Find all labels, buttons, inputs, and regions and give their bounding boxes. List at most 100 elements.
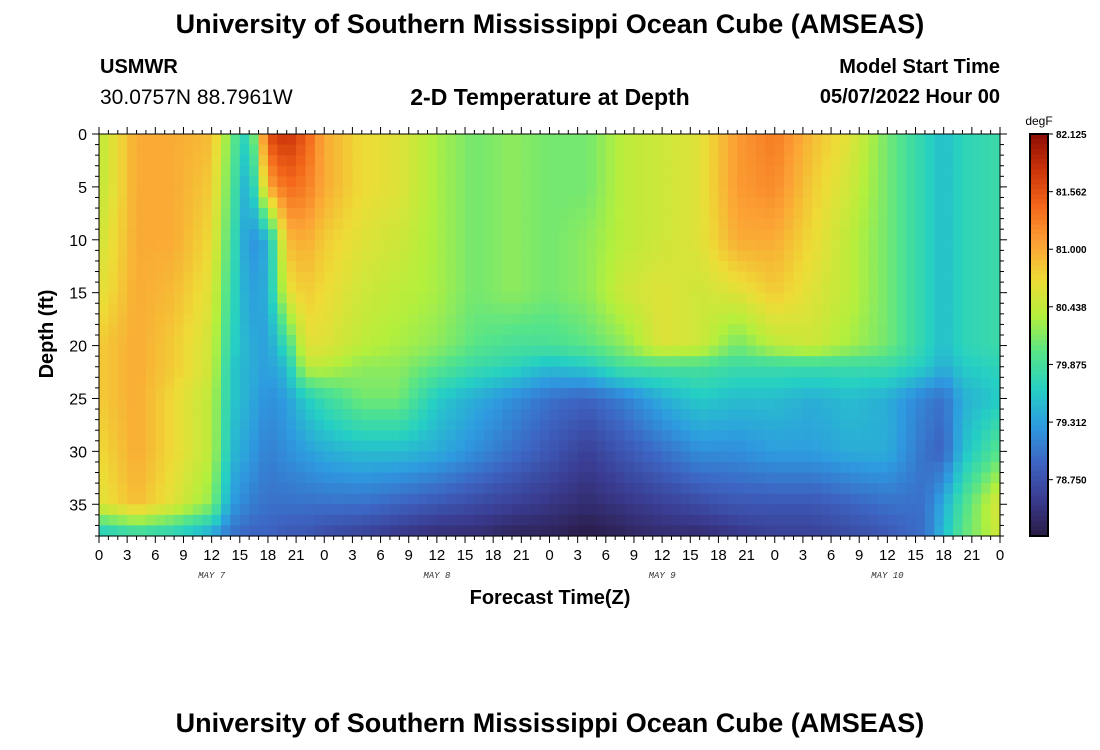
heatmap-cell <box>615 430 626 442</box>
heatmap-cell <box>906 493 917 505</box>
heatmap-cell <box>802 229 813 241</box>
heatmap-cell <box>399 335 410 347</box>
heatmap-cell <box>164 366 175 378</box>
heatmap-cell <box>877 282 888 294</box>
heatmap-cell <box>802 134 813 146</box>
heatmap-cell <box>971 229 982 241</box>
heatmap-cell <box>267 493 278 505</box>
heatmap-cell <box>812 303 823 315</box>
heatmap-cell <box>371 419 382 431</box>
heatmap-cell <box>596 260 607 273</box>
heatmap-cell <box>108 155 119 167</box>
heatmap-cell <box>558 335 569 347</box>
heatmap-cell <box>849 335 860 347</box>
heatmap-cell <box>962 504 973 516</box>
heatmap-cell <box>296 398 307 410</box>
heatmap-cell <box>934 229 945 241</box>
heatmap-cell <box>183 514 194 527</box>
heatmap-cell <box>436 303 447 315</box>
colorbar-swatch <box>1030 299 1048 306</box>
heatmap-cell <box>192 430 203 442</box>
heatmap-cell <box>239 271 250 283</box>
heatmap-cell <box>521 472 532 484</box>
heatmap-cell <box>127 186 138 199</box>
heatmap-cell <box>549 292 560 304</box>
heatmap-cell <box>127 430 138 442</box>
heatmap-cell <box>812 398 823 410</box>
heatmap-cell <box>230 313 241 326</box>
colorbar-swatch <box>1030 324 1048 331</box>
heatmap-cell <box>953 345 964 357</box>
heatmap-cell <box>906 260 917 273</box>
colorbar-swatch <box>1030 249 1048 256</box>
heatmap-cell <box>371 186 382 199</box>
heatmap-cell <box>296 525 307 537</box>
heatmap-cell <box>596 472 607 484</box>
heatmap-cell <box>230 356 241 368</box>
heatmap-cell <box>277 461 288 474</box>
heatmap-cell <box>192 335 203 347</box>
heatmap-cell <box>502 387 513 400</box>
heatmap-cell <box>596 430 607 442</box>
heatmap-cell <box>502 356 513 368</box>
heatmap-cell <box>380 271 391 283</box>
heatmap-cell <box>239 239 250 251</box>
heatmap-cell <box>202 271 213 283</box>
heatmap-cell <box>633 292 644 304</box>
heatmap-cell <box>465 430 476 442</box>
heatmap-cell <box>202 335 213 347</box>
heatmap-cell <box>643 335 654 347</box>
heatmap-cell <box>286 282 297 294</box>
heatmap-cell <box>934 155 945 167</box>
heatmap-cell <box>962 186 973 199</box>
heatmap-cell <box>906 335 917 347</box>
heatmap-cell <box>314 387 325 400</box>
heatmap-cell <box>859 419 870 431</box>
heatmap-cell <box>333 271 344 283</box>
heatmap-cell <box>192 504 203 516</box>
heatmap-cell <box>427 409 438 421</box>
heatmap-cell <box>906 165 917 177</box>
heatmap-cell <box>286 409 297 421</box>
heatmap-cell <box>774 356 785 368</box>
heatmap-cell <box>840 155 851 167</box>
heatmap-cell <box>718 144 729 156</box>
heatmap-cell <box>990 398 1001 410</box>
heatmap-cell <box>821 239 832 251</box>
heatmap-cell <box>296 345 307 357</box>
heatmap-cell <box>117 324 128 336</box>
heatmap-cell <box>408 250 419 262</box>
heatmap-cell <box>145 335 156 347</box>
heatmap-cell <box>249 525 260 537</box>
heatmap-cell <box>568 134 579 146</box>
heatmap-cell <box>249 186 260 199</box>
heatmap-cell <box>183 430 194 442</box>
heatmap-cell <box>286 504 297 516</box>
heatmap-cell <box>671 324 682 336</box>
heatmap-cell <box>258 239 269 251</box>
heatmap-cell <box>230 430 241 442</box>
heatmap-cell <box>521 398 532 410</box>
heatmap-cell <box>155 303 166 315</box>
heatmap-cell <box>924 176 935 188</box>
heatmap-cell <box>399 165 410 177</box>
heatmap-cell <box>549 398 560 410</box>
heatmap-cell <box>530 250 541 262</box>
heatmap-cell <box>108 292 119 304</box>
heatmap-cell <box>99 271 109 283</box>
heatmap-cell <box>361 229 372 241</box>
heatmap-cell <box>239 387 250 400</box>
heatmap-cell <box>558 282 569 294</box>
heatmap-cell <box>802 218 813 230</box>
heatmap-cell <box>239 260 250 273</box>
heatmap-cell <box>314 398 325 410</box>
heatmap-cell <box>530 218 541 230</box>
heatmap-cell <box>737 186 748 199</box>
heatmap-cell <box>258 176 269 188</box>
heatmap-cell <box>840 165 851 177</box>
heatmap-cell <box>896 525 907 537</box>
heatmap-cell <box>371 472 382 484</box>
heatmap-cell <box>436 144 447 156</box>
heatmap-cell <box>849 440 860 452</box>
heatmap-cell <box>887 176 898 188</box>
